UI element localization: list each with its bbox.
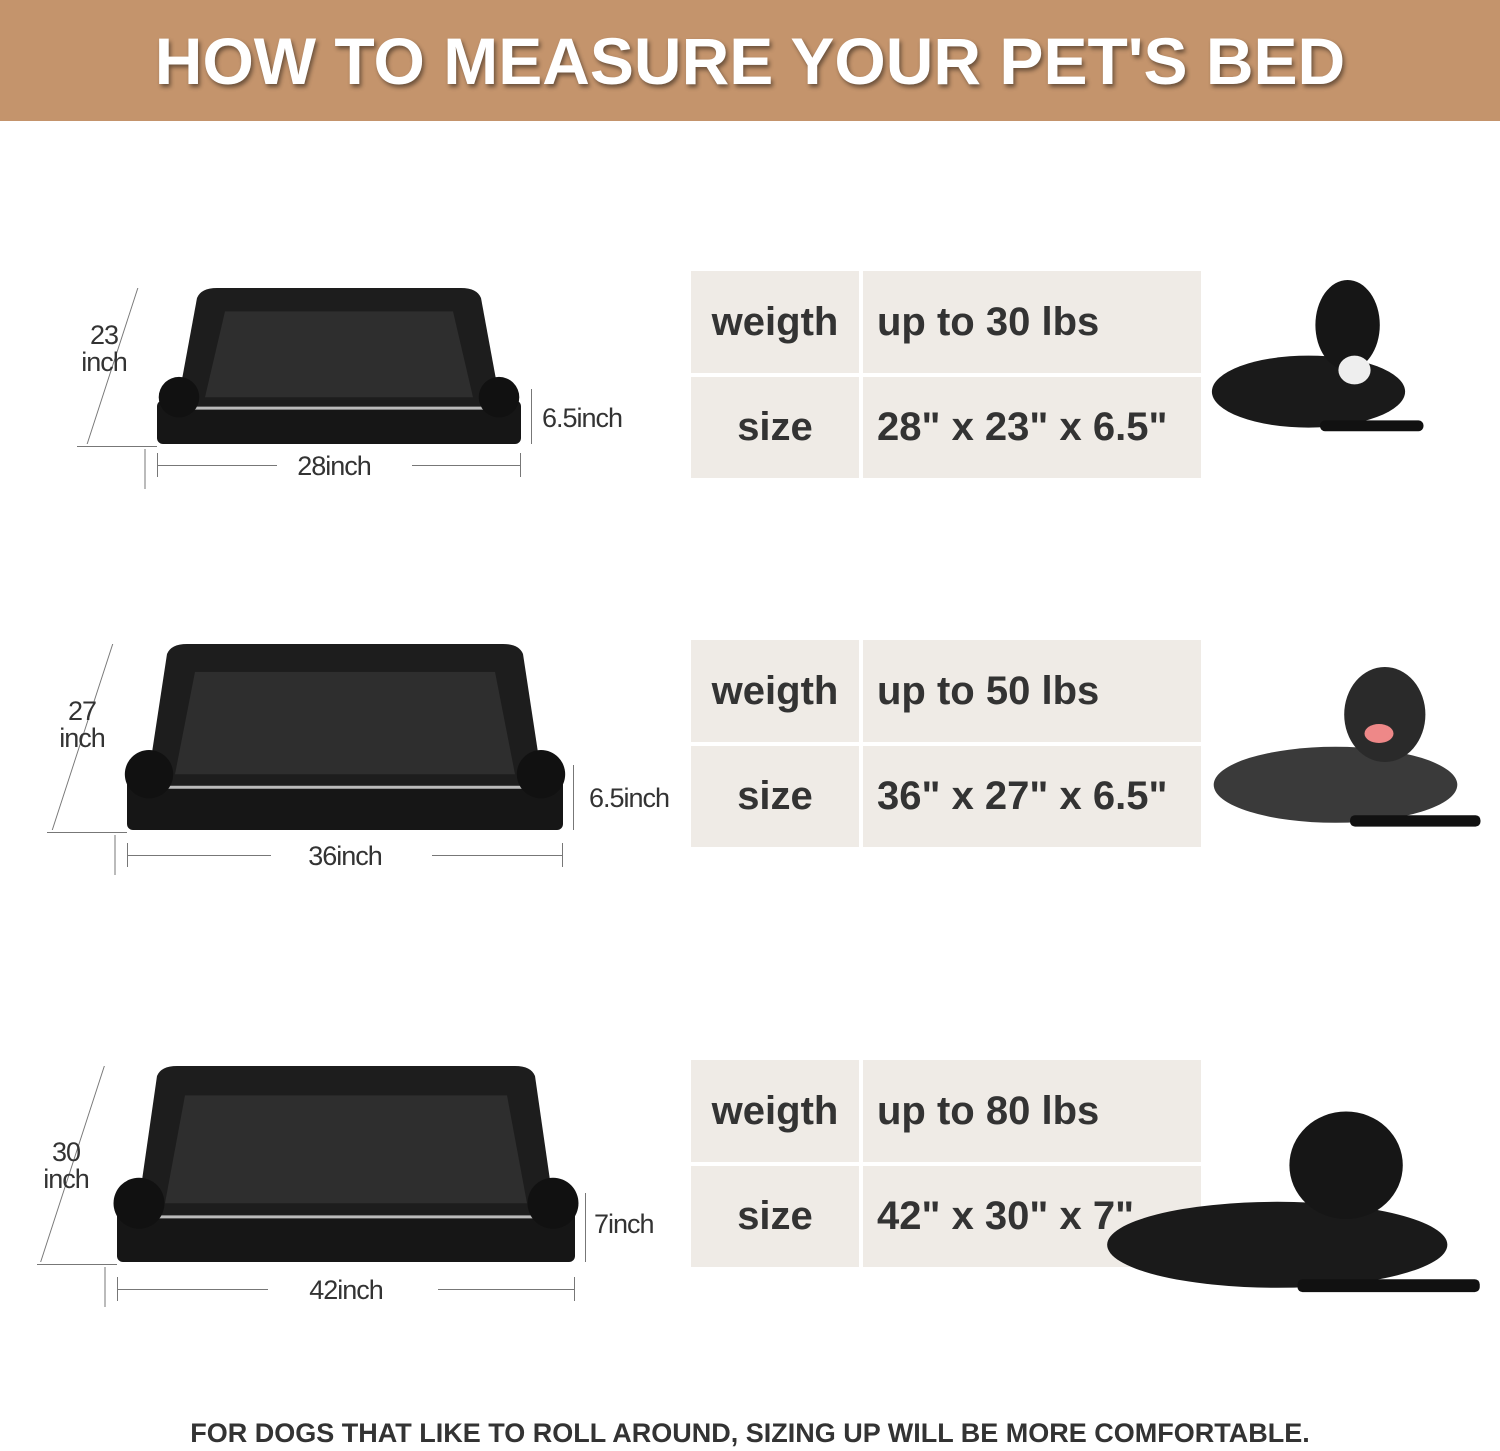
width-label: 42inch	[309, 1275, 384, 1305]
width-line-right	[432, 855, 563, 856]
width-label: 36inch	[308, 841, 383, 871]
size-label: size	[691, 746, 859, 847]
dog-bed-image	[144, 288, 521, 489]
height-label: 7inch	[594, 1209, 655, 1239]
size-value: 36" x 27" x 6.5"	[863, 746, 1201, 847]
size-table: weigth up to 30 lbs size 28" x 23" x 6.5…	[691, 271, 1201, 478]
weight-value: up to 80 lbs	[863, 1060, 1201, 1162]
width-label: 28inch	[297, 451, 372, 481]
dog-image	[1211, 280, 1424, 432]
depth-value: 23	[89, 320, 119, 350]
size-label: size	[691, 377, 859, 478]
depth-label: 30 inch	[31, 1139, 101, 1193]
width-line-right	[411, 465, 521, 466]
header-banner: HOW TO MEASURE YOUR PET'S BED	[0, 0, 1500, 121]
dog-bed-image	[104, 1066, 579, 1307]
footer-note: FOR DOGS THAT LIKE TO ROLL AROUND, SIZIN…	[190, 1418, 1310, 1448]
height-dimension-line	[585, 1193, 586, 1262]
height-dimension-line	[573, 764, 574, 830]
page-title: HOW TO MEASURE YOUR PET'S BED	[154, 23, 1346, 98]
width-line-left	[117, 1289, 269, 1290]
depth-baseline	[47, 832, 127, 833]
height-label: 6.5inch	[542, 403, 623, 433]
height-label: 6.5inch	[589, 783, 670, 813]
width-line-right	[437, 1289, 575, 1290]
width-line-left	[157, 465, 278, 466]
depth-baseline	[37, 1264, 117, 1265]
weight-label: weigth	[691, 1060, 859, 1162]
weight-label: weigth	[691, 271, 859, 373]
size-table: weigth up to 80 lbs size 42" x 30" x 7"	[691, 1060, 1201, 1267]
size-label: size	[691, 1166, 859, 1267]
size-value: 28" x 23" x 6.5"	[863, 377, 1201, 478]
dog-image	[1213, 667, 1481, 827]
depth-unit: inch	[43, 1164, 90, 1194]
width-line-left	[127, 855, 271, 856]
depth-unit: inch	[59, 723, 106, 753]
dog-image	[1107, 1111, 1480, 1293]
height-dimension-line	[531, 389, 532, 444]
depth-value: 27	[67, 696, 97, 726]
size-table: weigth up to 50 lbs size 36" x 27" x 6.5…	[691, 640, 1201, 847]
weight-label: weigth	[691, 640, 859, 742]
depth-unit: inch	[81, 347, 128, 377]
depth-label: 27 inch	[47, 698, 117, 752]
weight-value: up to 50 lbs	[863, 640, 1201, 742]
depth-label: 23 inch	[69, 322, 139, 376]
weight-value: up to 30 lbs	[863, 271, 1201, 373]
depth-value: 30	[51, 1137, 81, 1167]
dog-bed-image	[114, 644, 566, 875]
depth-baseline	[77, 446, 157, 447]
